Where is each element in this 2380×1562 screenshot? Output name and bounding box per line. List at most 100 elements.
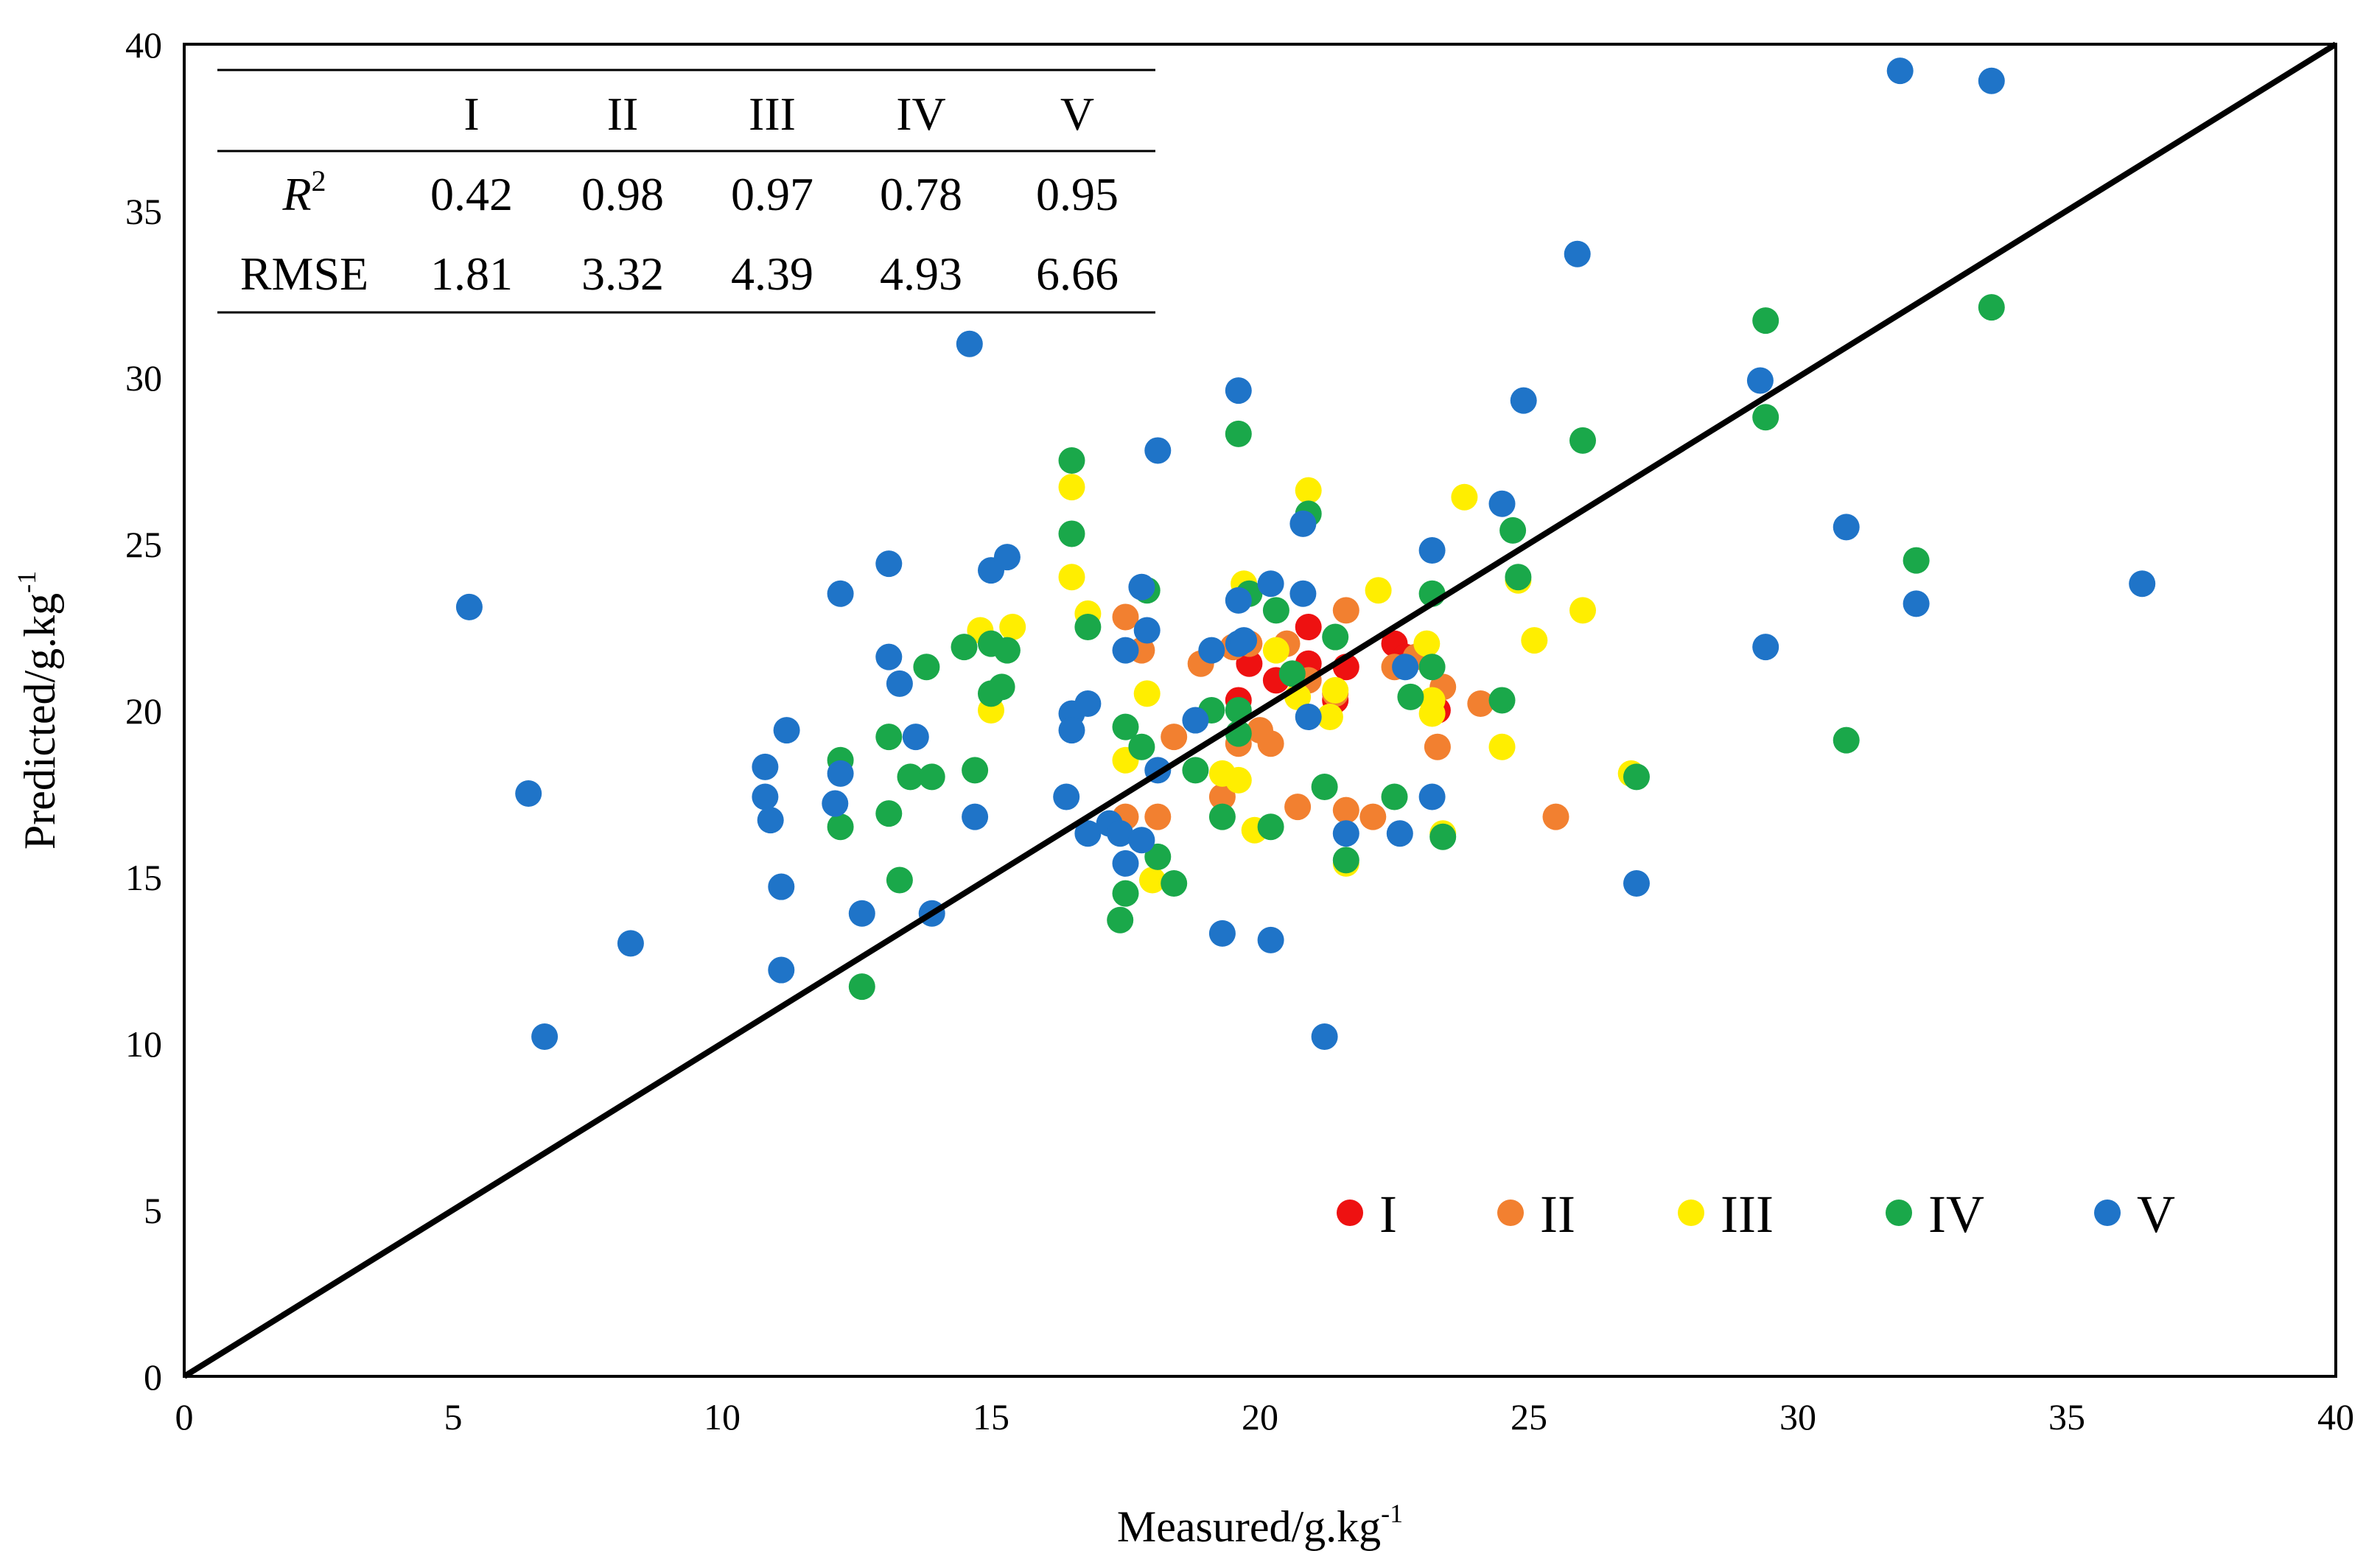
point-iv [913,654,940,681]
point-v [902,724,929,751]
point-v [1128,573,1155,600]
series-iv [827,294,2005,1001]
point-iv [1128,733,1155,760]
point-v [768,873,795,900]
axis-ticks: 0 5 10 15 20 25 30 35 40 0 5 10 15 20 25 30 35 40 [125,24,2354,1437]
point-v [1752,634,1779,661]
legend-item-ii: II [1497,1185,1575,1244]
point-ii [1332,597,1359,624]
point-v [827,760,854,787]
series-v [455,57,2156,1050]
legend-label-ii: II [1540,1185,1575,1244]
x-tick-label-15: 15 [973,1396,1009,1437]
table-cell-r-ii: 0.98 [581,168,664,220]
point-iv [1182,757,1209,784]
point-v [1231,627,1258,654]
point-iii [1058,564,1085,591]
point-iv [951,634,978,661]
point-iii [1569,597,1596,624]
table-header-v: V [1060,88,1094,140]
x-tick-label-20: 20 [1242,1396,1278,1437]
point-iv [897,763,924,791]
y-tick-label-0: 0 [144,1356,162,1398]
point-iv [1322,623,1349,651]
y-tick-label-10: 10 [125,1023,162,1065]
legend-marker-ii [1497,1199,1524,1226]
y-tick-label-5: 5 [144,1190,162,1231]
point-iv [1833,726,1860,754]
point-ii [1112,603,1139,631]
legend-label-i: I [1379,1185,1397,1244]
point-v [1392,654,1419,681]
point-iii [1521,627,1548,654]
point-v [875,550,903,578]
point-iv [1278,660,1306,687]
point-i [1236,650,1263,677]
point-iii [999,614,1026,640]
legend-marker-i [1337,1199,1363,1226]
point-v [1208,920,1236,947]
legend-marker-iii [1678,1199,1704,1226]
point-iv [875,724,903,751]
point-v [1833,514,1860,541]
point-iii [1316,704,1343,731]
table-header-ii: II [607,88,639,140]
point-iv [1257,813,1284,841]
table-cell-r-iii: 0.97 [731,168,813,220]
y-tick-label-15: 15 [125,857,162,898]
point-ii [1424,733,1451,760]
table-cell-r-v: 0.95 [1036,168,1119,220]
point-v [1418,537,1446,564]
point-v [1311,1023,1338,1050]
point-v [993,544,1021,571]
table-header-iv: IV [896,88,946,140]
point-ii [1284,794,1312,821]
point-v [1074,820,1102,847]
legend-item-i: I [1337,1185,1397,1244]
point-v [1144,437,1172,464]
point-iv [1311,773,1338,800]
point-iii [1139,866,1166,894]
point-v [956,330,983,357]
point-v [875,643,903,670]
table-cell-r-i: 0.42 [430,168,513,220]
point-v [1257,926,1284,953]
point-v [1053,783,1080,810]
point-iv [875,800,903,827]
point-iv [827,813,854,841]
point-ii [1332,796,1359,824]
point-iii [1295,477,1322,504]
point-v [1289,580,1317,607]
point-ii [1467,690,1494,717]
table-cell-rmse-iv: 4.93 [880,248,962,300]
point-v [752,783,779,810]
point-iv [1488,687,1516,714]
point-v [1133,617,1161,644]
point-ii [1144,803,1172,830]
point-ii [1161,724,1188,751]
point-v [1058,717,1085,744]
point-v [1623,870,1650,897]
legend: I II III IV V [1337,1185,2175,1244]
legend-item-iv: IV [1886,1185,1984,1244]
point-iii [1365,577,1392,604]
point-iv [993,637,1021,664]
x-tick-label-30: 30 [1779,1396,1816,1437]
point-v [1289,510,1317,537]
point-iii [1418,700,1446,727]
point-iv [1144,843,1172,870]
point-v [1128,827,1155,854]
point-iii [1133,680,1161,707]
point-iv [962,757,989,784]
point-v [515,780,542,807]
legend-label-iii: III [1721,1185,1774,1244]
point-iv [978,680,1004,707]
point-v [1510,387,1537,414]
point-iv [1752,404,1779,431]
x-axis-title: Measured/g.kg-1 [1117,1499,1403,1551]
x-tick-label-35: 35 [2048,1396,2085,1437]
point-iv [886,866,913,894]
point-v [962,803,989,830]
point-v [1746,367,1774,394]
points-layer [455,57,2156,1050]
